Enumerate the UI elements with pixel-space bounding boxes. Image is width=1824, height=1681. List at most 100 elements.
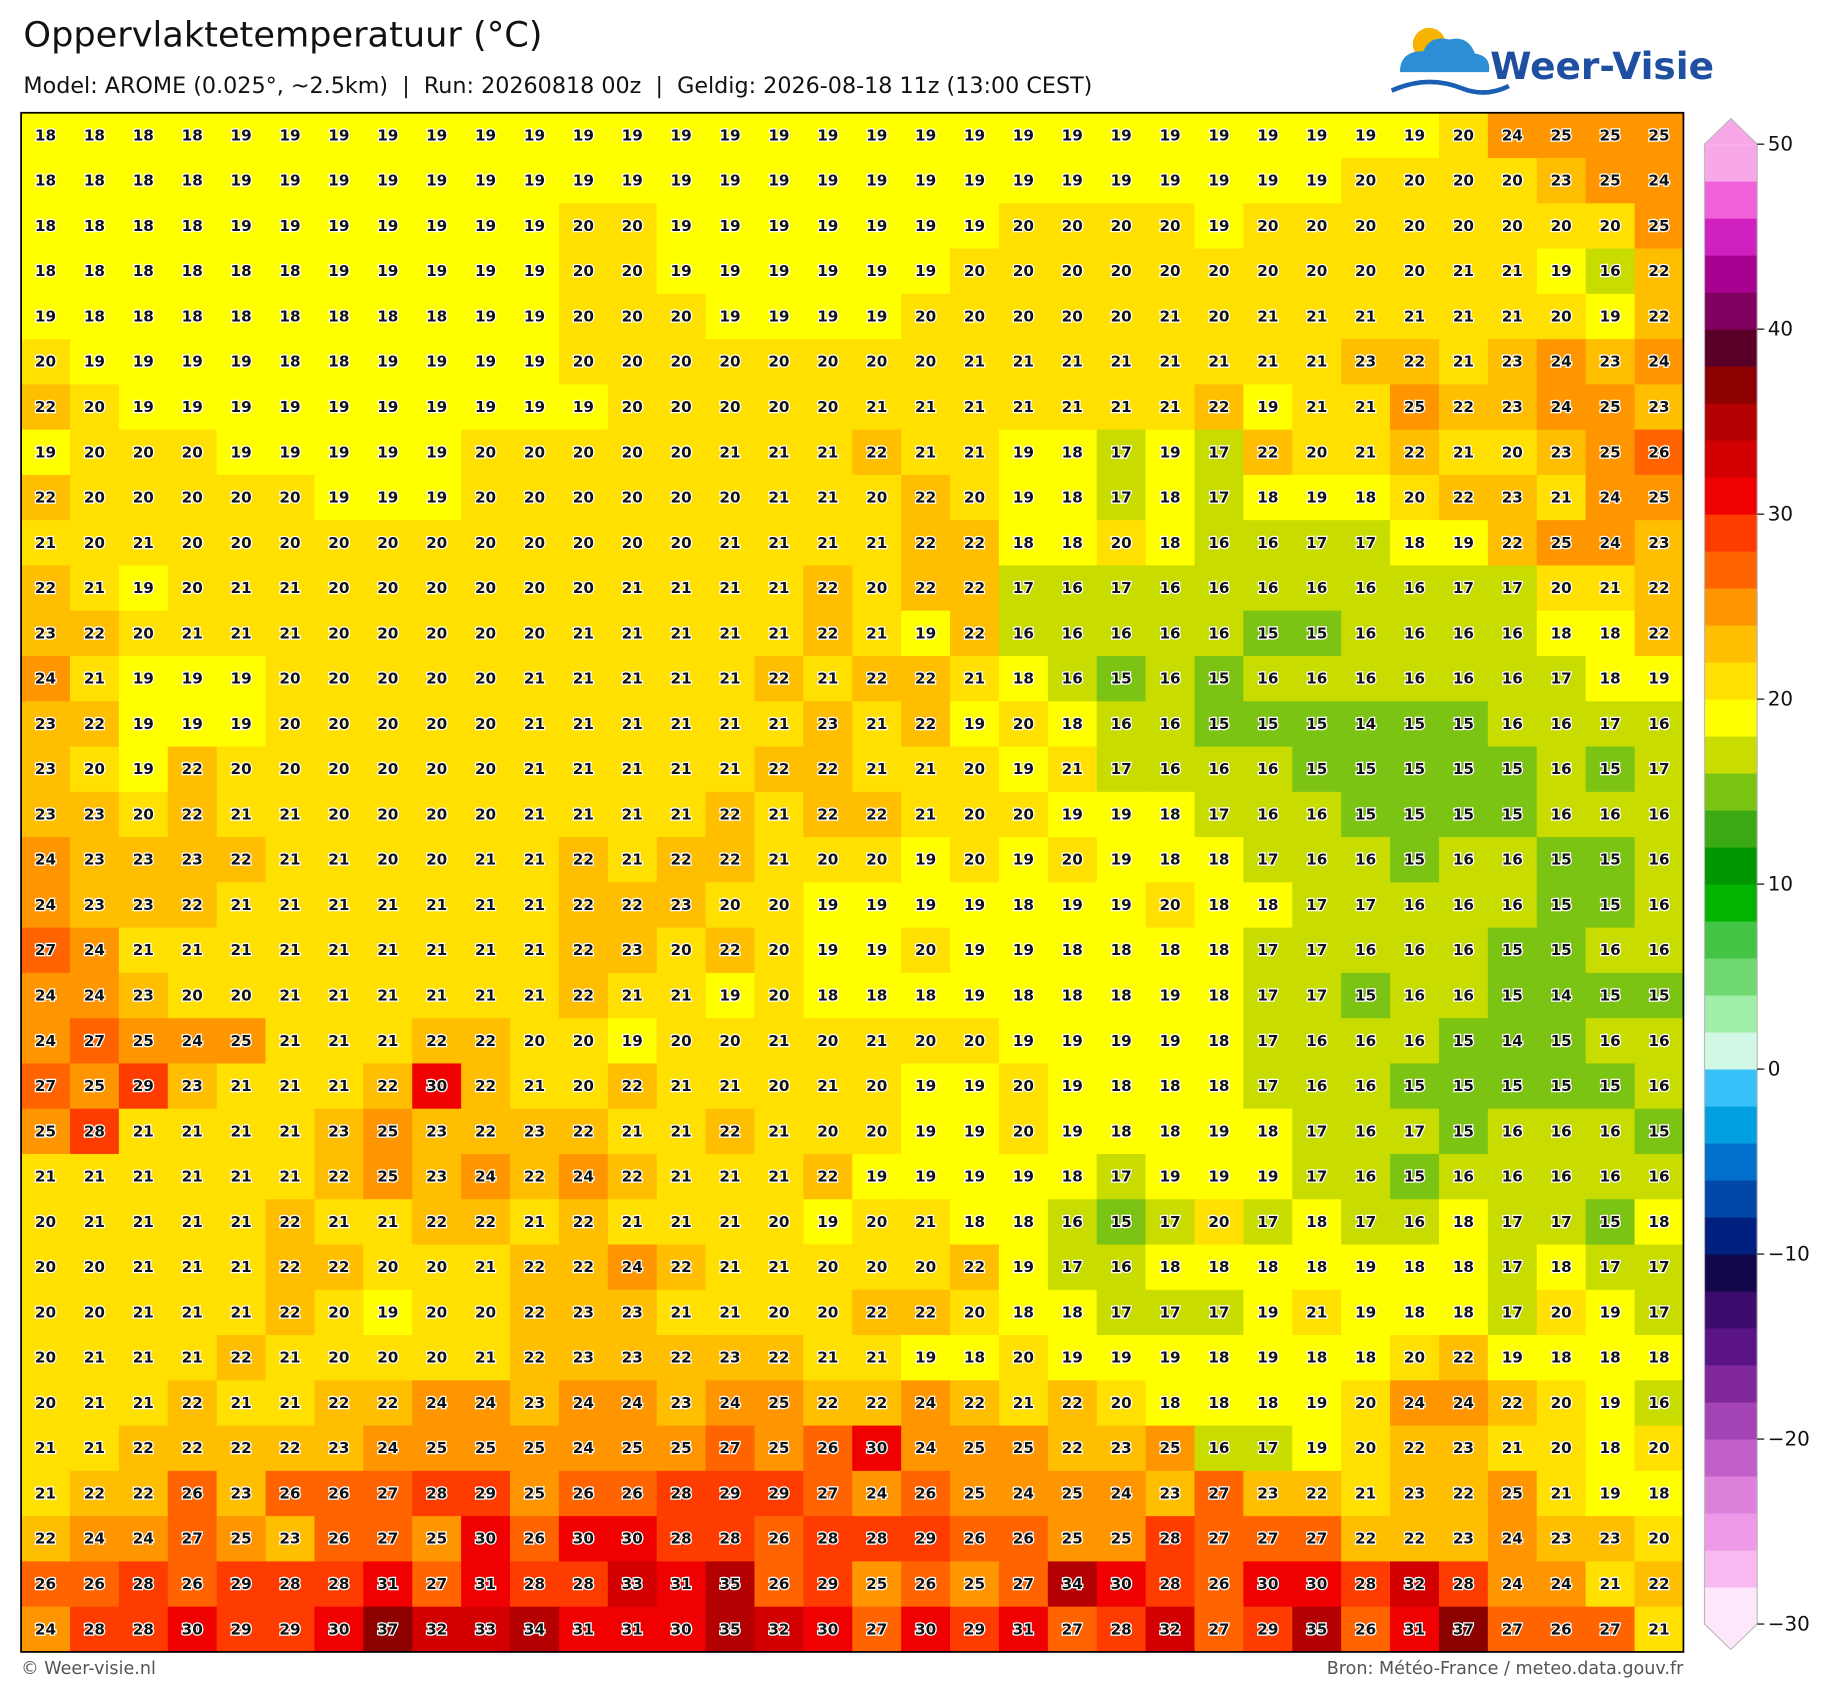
temperature-cell <box>363 701 413 748</box>
temperature-cell <box>363 339 413 385</box>
temperature-cell <box>510 1018 560 1065</box>
temperature-cell <box>998 339 1049 385</box>
temperature-cell <box>656 1018 707 1065</box>
temperature-cell <box>1634 927 1685 974</box>
temperature-label: 20 <box>622 308 643 326</box>
temperature-label: 17 <box>1648 760 1669 778</box>
temperature-label: 19 <box>377 1303 398 1321</box>
temperature-label: 25 <box>1551 126 1572 144</box>
temperature-label: 21 <box>622 851 643 869</box>
temperature-label: 18 <box>1599 624 1620 642</box>
temperature-label: 29 <box>279 1620 300 1638</box>
temperature-cell <box>21 293 71 340</box>
temperature-label: 20 <box>768 398 789 416</box>
temperature-label: 22 <box>573 851 594 869</box>
colorbar-tick-label: 30 <box>1768 503 1793 526</box>
temperature-label: 22 <box>671 851 692 869</box>
temperature-label: 17 <box>1013 579 1034 597</box>
temperature-label: 22 <box>475 1077 496 1095</box>
temperature-label: 16 <box>1502 851 1523 869</box>
temperature-cell <box>1487 1335 1538 1381</box>
temperature-label: 33 <box>622 1575 643 1593</box>
temperature-label: 18 <box>1208 941 1229 959</box>
temperature-cell <box>1487 1199 1538 1246</box>
temperature-label: 22 <box>426 1032 447 1050</box>
temperature-cell <box>314 1380 364 1427</box>
temperature-label: 34 <box>524 1620 545 1638</box>
temperature-label: 22 <box>622 896 643 914</box>
temperature-cell <box>656 791 707 838</box>
temperature-cell <box>1341 429 1391 476</box>
temperature-label: 21 <box>719 534 740 552</box>
temperature-cell <box>363 972 413 1019</box>
temperature-cell <box>265 429 316 476</box>
temperature-cell <box>363 927 413 974</box>
temperature-cell <box>1292 384 1342 431</box>
temperature-label: 23 <box>35 624 56 642</box>
temperature-label: 20 <box>231 534 252 552</box>
temperature-cell <box>607 1606 658 1653</box>
temperature-label: 16 <box>1453 987 1474 1005</box>
temperature-label: 19 <box>915 1122 936 1140</box>
temperature-label: 21 <box>524 805 545 823</box>
temperature-cell <box>216 837 267 883</box>
temperature-cell <box>998 1380 1049 1427</box>
temperature-label: 25 <box>866 1575 887 1593</box>
temperature-cell <box>754 1470 804 1517</box>
temperature-cell <box>1292 1108 1342 1155</box>
temperature-label: 30 <box>328 1620 349 1638</box>
temperature-label: 20 <box>475 760 496 778</box>
temperature-cell <box>461 1289 511 1336</box>
temperature-cell <box>314 1199 364 1246</box>
temperature-label: 20 <box>1502 217 1523 235</box>
temperature-label: 29 <box>964 1620 985 1638</box>
temperature-label: 22 <box>622 1168 643 1186</box>
temperature-label: 15 <box>1599 896 1620 914</box>
temperature-label: 22 <box>279 1258 300 1276</box>
temperature-cell <box>1243 1470 1293 1517</box>
temperature-label: 21 <box>817 489 838 507</box>
temperature-label: 18 <box>964 1349 985 1367</box>
temperature-cell <box>21 972 71 1019</box>
temperature-cell <box>412 1063 462 1110</box>
temperature-label: 20 <box>35 1349 56 1367</box>
temperature-label: 24 <box>622 1258 643 1276</box>
temperature-label: 18 <box>1208 896 1229 914</box>
temperature-cell <box>1536 610 1587 657</box>
temperature-cell <box>314 1470 364 1517</box>
temperature-cell <box>803 882 853 929</box>
temperature-cell <box>1047 1516 1098 1562</box>
temperature-cell <box>950 746 1000 793</box>
temperature-label: 20 <box>377 851 398 869</box>
temperature-cell <box>852 1244 902 1291</box>
temperature-label: 21 <box>133 1213 154 1231</box>
temperature-label: 18 <box>1648 1485 1669 1503</box>
temperature-label: 21 <box>719 1168 740 1186</box>
temperature-label: 21 <box>182 1303 203 1321</box>
temperature-cell <box>412 882 462 929</box>
temperature-label: 18 <box>1159 1258 1180 1276</box>
temperature-label: 22 <box>915 670 936 688</box>
temperature-cell <box>656 746 707 793</box>
temperature-cell <box>69 610 120 657</box>
temperature-label: 16 <box>1404 1213 1425 1231</box>
temperature-cell <box>461 656 511 702</box>
temperature-label: 25 <box>35 1122 56 1140</box>
colorbar-tick-label: −10 <box>1768 1243 1810 1266</box>
temperature-cell <box>363 248 413 295</box>
temperature-cell <box>412 610 462 657</box>
temperature-label: 20 <box>964 1303 985 1321</box>
temperature-cell <box>1585 1380 1636 1427</box>
temperature-cell <box>803 1289 853 1336</box>
temperature-label: 21 <box>328 1032 349 1050</box>
temperature-cell <box>167 1516 218 1562</box>
temperature-label: 22 <box>573 1213 594 1231</box>
temperature-label: 21 <box>1257 353 1278 371</box>
colorbar-swatch <box>1704 1476 1758 1514</box>
temperature-label: 16 <box>1502 715 1523 733</box>
temperature-label: 15 <box>1111 670 1132 688</box>
temperature-label: 16 <box>1159 670 1180 688</box>
temperature-label: 24 <box>426 1394 447 1412</box>
temperature-label: 20 <box>182 987 203 1005</box>
temperature-cell <box>1292 248 1342 295</box>
